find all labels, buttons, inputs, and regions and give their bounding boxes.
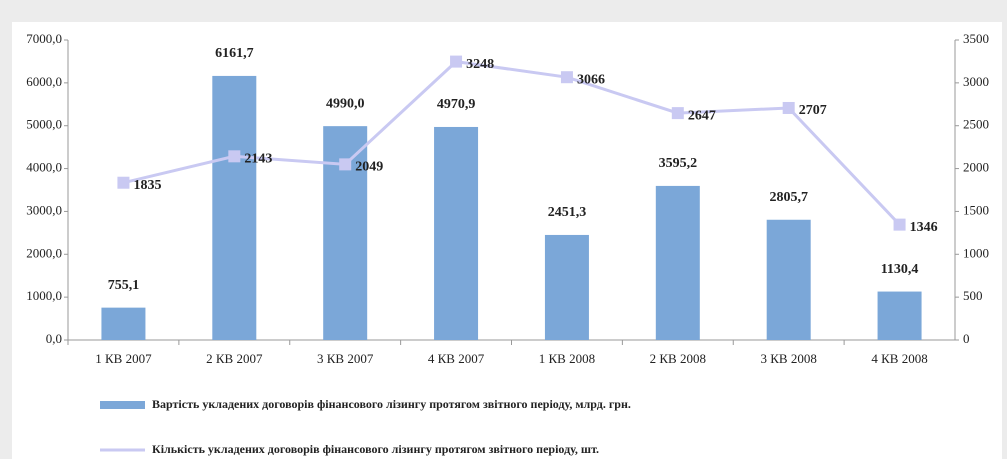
legend-label: Кількість укладених договорів фінансовог… (152, 442, 599, 456)
y2-tick-label: 1500 (963, 202, 989, 217)
data-label: 755,1 (108, 278, 140, 293)
data-label: 3248 (466, 57, 494, 72)
y-tick-label: 5000,0 (26, 117, 62, 132)
data-label: 2647 (688, 108, 716, 123)
data-label: 1346 (910, 220, 938, 235)
chart-area (12, 22, 1002, 459)
marker (560, 71, 573, 84)
y2-tick-label: 3000 (963, 74, 989, 89)
y-tick-label: 6000,0 (26, 74, 62, 89)
y2-tick-label: 3500 (963, 31, 989, 46)
data-label: 6161,7 (215, 46, 254, 61)
y-tick-label: 0,0 (46, 331, 62, 346)
y-tick-label: 7000,0 (26, 31, 62, 46)
bar (323, 126, 368, 341)
x-tick-label: 2 КВ 2008 (650, 351, 706, 366)
y2-tick-label: 1000 (963, 245, 989, 260)
marker (117, 176, 130, 189)
bar (877, 291, 922, 340)
data-label: 1130,4 (881, 262, 919, 277)
data-label: 4990,0 (326, 96, 365, 111)
bar (101, 307, 146, 340)
data-label: 2707 (799, 103, 827, 118)
marker (893, 218, 906, 231)
legend-swatch (100, 401, 145, 409)
data-label: 4970,9 (437, 97, 476, 112)
y-tick-label: 1000,0 (26, 288, 62, 303)
data-label: 3595,2 (659, 156, 698, 171)
data-label: 1835 (133, 178, 161, 193)
x-tick-label: 3 КВ 2007 (317, 351, 374, 366)
marker (782, 101, 795, 114)
y2-tick-label: 0 (963, 331, 970, 346)
bar (766, 219, 811, 340)
line (123, 60, 901, 226)
y-tick-label: 3000,0 (26, 202, 62, 217)
data-label: 2049 (355, 160, 383, 175)
x-tick-label: 1 КВ 2007 (95, 351, 152, 366)
data-label: 2143 (244, 152, 272, 167)
y2-tick-label: 2500 (963, 117, 989, 132)
x-tick-label: 2 КВ 2007 (206, 351, 263, 366)
legend-label: Вартість укладених договорів фінансового… (152, 397, 631, 411)
bar (544, 234, 589, 340)
x-tick-label: 4 КВ 2008 (871, 351, 927, 366)
marker (671, 107, 684, 120)
y2-tick-label: 2000 (963, 160, 989, 175)
bar (655, 185, 700, 340)
marker (339, 158, 352, 171)
y-tick-label: 4000,0 (26, 160, 62, 175)
data-label: 3066 (577, 72, 605, 87)
bar (434, 126, 479, 340)
data-label: 2805,7 (769, 190, 808, 205)
marker (228, 150, 241, 163)
bar (212, 75, 257, 341)
marker (450, 55, 463, 68)
data-label: 2451,3 (548, 205, 587, 220)
x-tick-label: 1 КВ 2008 (539, 351, 595, 366)
y2-tick-label: 500 (963, 288, 983, 303)
x-tick-label: 3 КВ 2008 (761, 351, 817, 366)
y-tick-label: 2000,0 (26, 245, 62, 260)
x-tick-label: 4 КВ 2007 (428, 351, 485, 366)
